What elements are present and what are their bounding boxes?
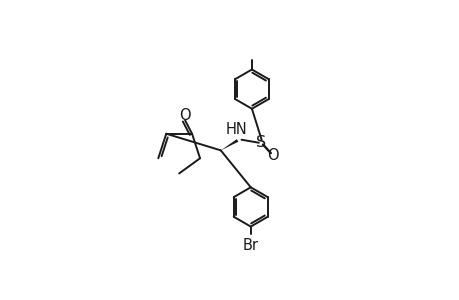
Text: O: O xyxy=(179,108,190,123)
Text: O: O xyxy=(267,148,278,163)
Polygon shape xyxy=(220,139,238,150)
Text: HN: HN xyxy=(225,122,247,137)
Text: S: S xyxy=(256,135,266,150)
Text: Br: Br xyxy=(242,238,258,253)
